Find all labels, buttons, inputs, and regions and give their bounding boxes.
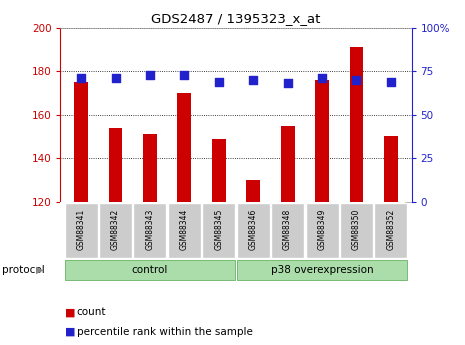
Bar: [315, 80, 329, 202]
FancyBboxPatch shape: [237, 203, 270, 258]
Text: GSM88342: GSM88342: [111, 208, 120, 250]
FancyBboxPatch shape: [271, 203, 304, 258]
Text: GSM88341: GSM88341: [77, 208, 86, 250]
Text: ■: ■: [65, 307, 76, 317]
Bar: [178, 93, 191, 202]
Bar: [74, 82, 88, 202]
FancyBboxPatch shape: [133, 203, 166, 258]
Point: [215, 79, 222, 85]
FancyBboxPatch shape: [65, 260, 235, 280]
Point: [387, 79, 395, 85]
Text: GSM88345: GSM88345: [214, 208, 223, 250]
Point: [250, 77, 257, 83]
Bar: [281, 126, 294, 202]
Point: [112, 75, 119, 81]
FancyBboxPatch shape: [168, 203, 201, 258]
Point: [77, 75, 85, 81]
Bar: [246, 180, 260, 202]
Point: [284, 81, 292, 86]
Title: GDS2487 / 1395323_x_at: GDS2487 / 1395323_x_at: [151, 12, 321, 25]
FancyBboxPatch shape: [237, 260, 407, 280]
Bar: [212, 139, 226, 202]
Text: count: count: [77, 307, 106, 317]
Text: ■: ■: [65, 327, 76, 337]
Text: GSM88344: GSM88344: [180, 208, 189, 250]
Text: GSM88348: GSM88348: [283, 208, 292, 250]
FancyBboxPatch shape: [202, 203, 235, 258]
Bar: [350, 47, 363, 202]
Text: GSM88349: GSM88349: [318, 208, 326, 250]
Text: ▶: ▶: [36, 265, 43, 275]
FancyBboxPatch shape: [99, 203, 132, 258]
Text: GSM88346: GSM88346: [249, 208, 258, 250]
Text: GSM88350: GSM88350: [352, 208, 361, 250]
Text: percentile rank within the sample: percentile rank within the sample: [77, 327, 252, 337]
Text: control: control: [132, 265, 168, 275]
Text: protocol: protocol: [2, 265, 45, 275]
Bar: [384, 137, 398, 202]
Bar: [109, 128, 122, 202]
FancyBboxPatch shape: [306, 203, 339, 258]
FancyBboxPatch shape: [340, 203, 373, 258]
Text: GSM88352: GSM88352: [386, 208, 395, 250]
Text: GSM88343: GSM88343: [146, 208, 154, 250]
Point: [180, 72, 188, 77]
Point: [146, 72, 153, 77]
FancyBboxPatch shape: [374, 203, 407, 258]
Point: [353, 77, 360, 83]
Bar: [143, 134, 157, 202]
Text: p38 overexpression: p38 overexpression: [271, 265, 373, 275]
FancyBboxPatch shape: [65, 203, 98, 258]
Point: [319, 75, 326, 81]
